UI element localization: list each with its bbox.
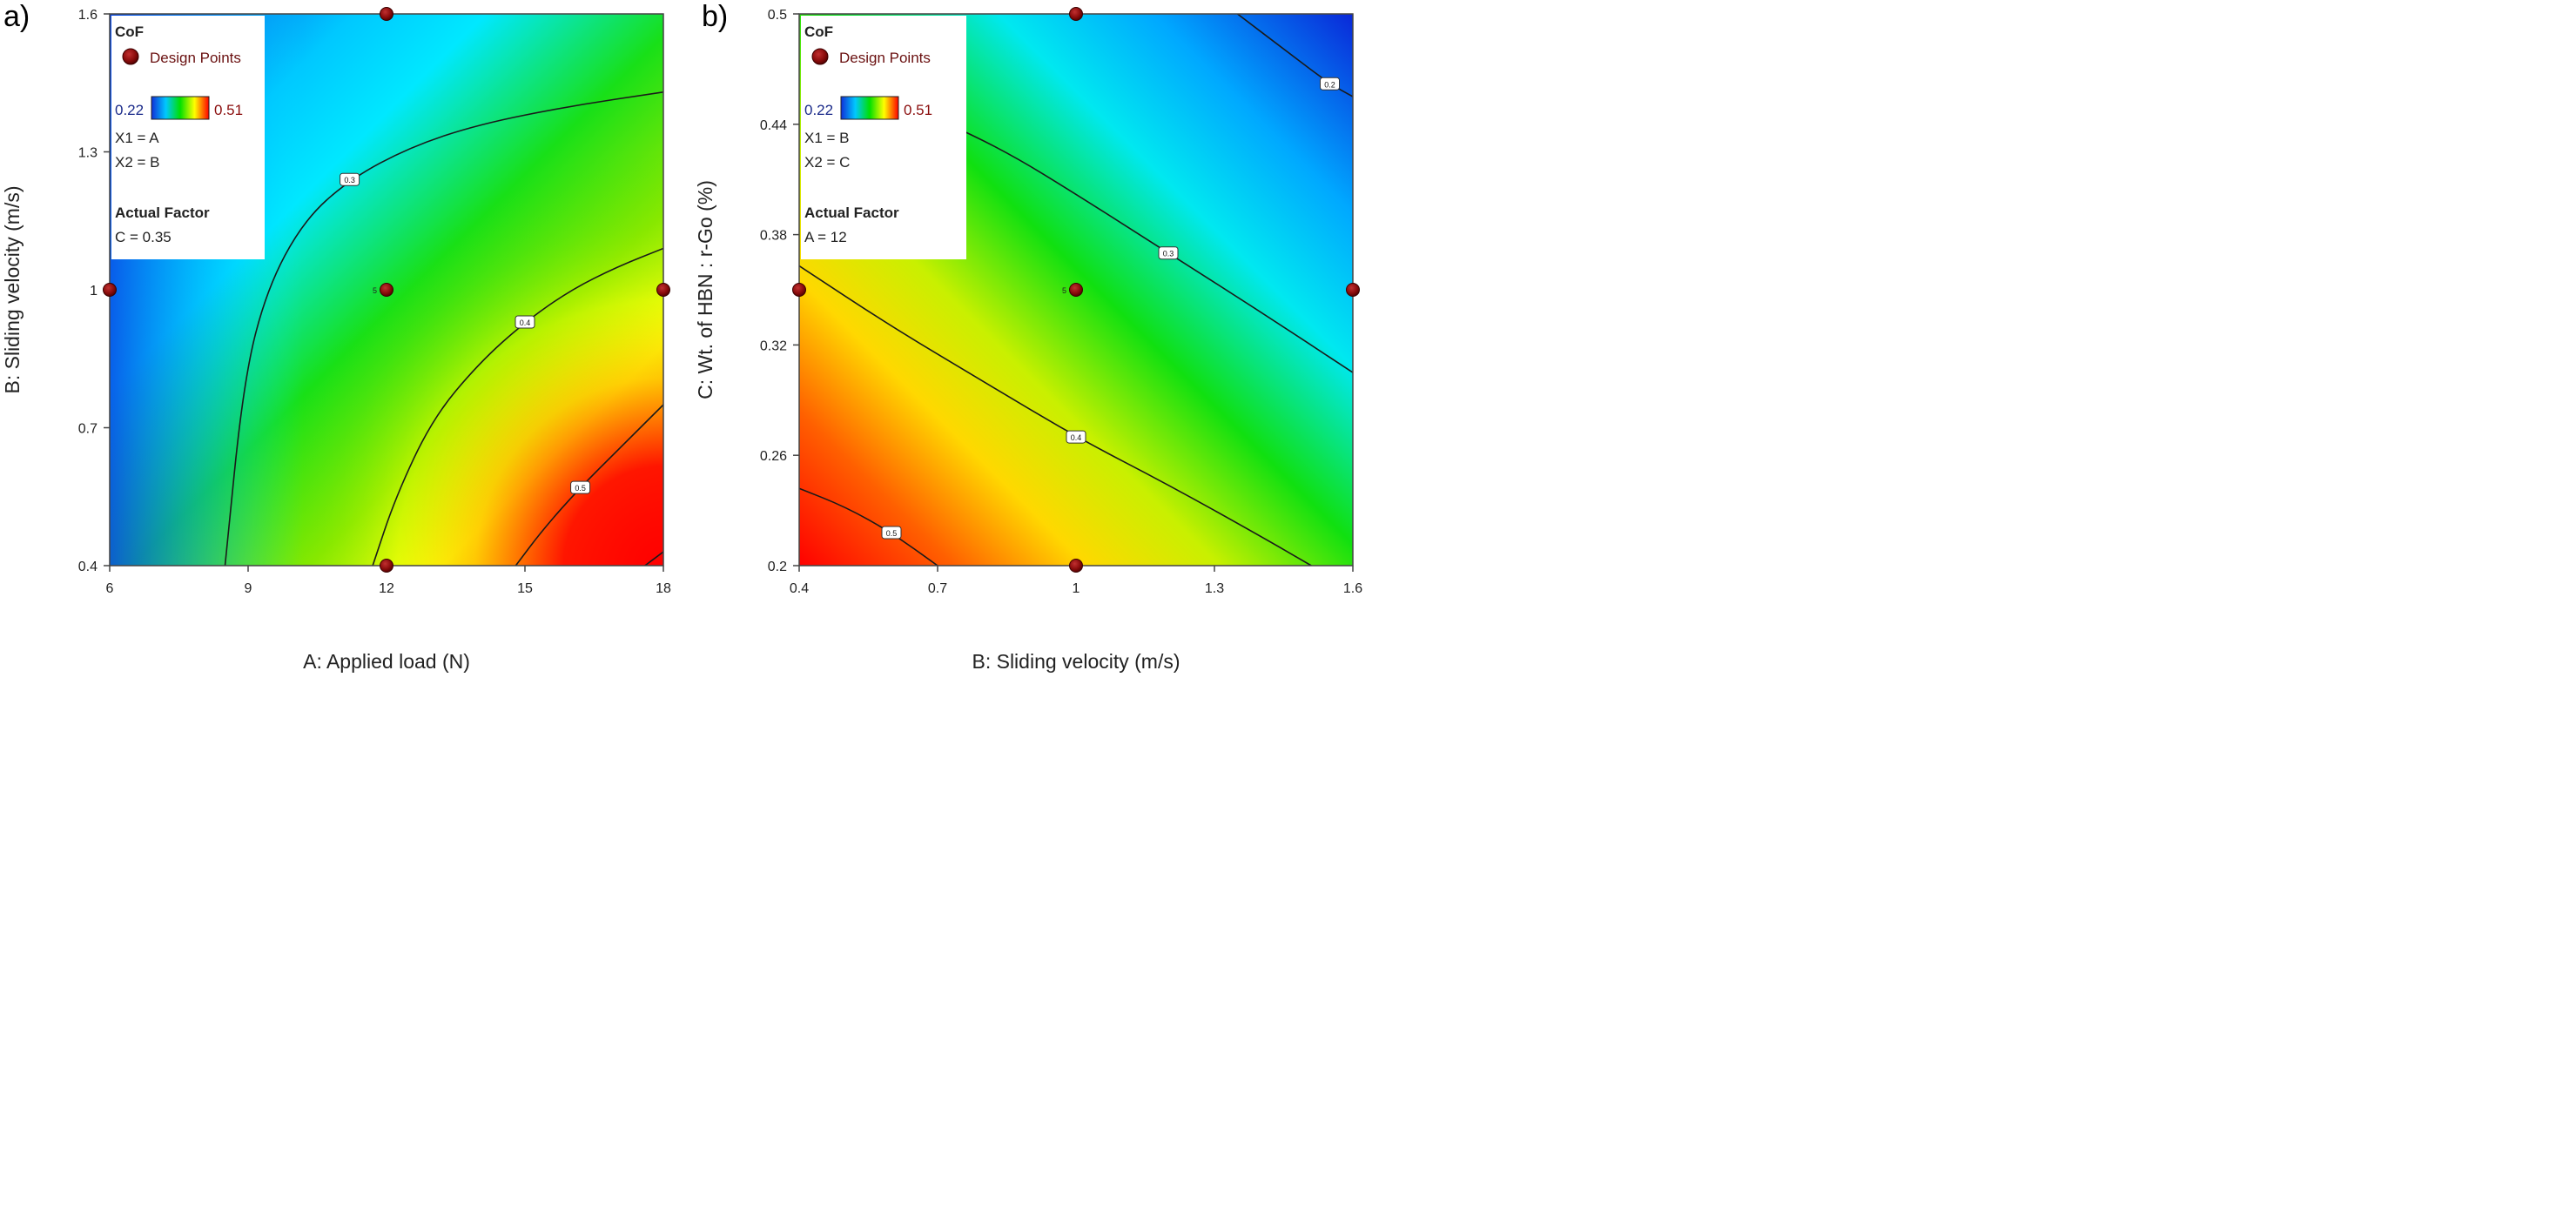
contour-line bbox=[644, 551, 663, 566]
chart-b: 0.2 0.3 0.4 0.5 0.4 0.7 1 1.3 1.6 0.2 0.26 0.32 0.3… bbox=[694, 7, 1362, 673]
design-point bbox=[103, 283, 117, 297]
contour-label-box bbox=[570, 480, 591, 494]
ticks-b: 0.4 0.7 1 1.3 1.6 0.2 0.26 0.32 0.38 0.44 0.5 bbox=[760, 8, 1362, 596]
y-tick-label: 1.3 bbox=[78, 146, 98, 161]
x-tick-label: 6 bbox=[106, 581, 114, 596]
contour-label-box bbox=[1066, 430, 1086, 444]
design-point bbox=[380, 283, 393, 297]
legend-actual-factor-title: Actual Factor bbox=[115, 204, 210, 221]
legend-design-point-marker bbox=[122, 48, 139, 65]
x-tick-label: 1.6 bbox=[1343, 581, 1362, 596]
design-point bbox=[656, 283, 670, 297]
x-axis-label-b: B: Sliding velocity (m/s) bbox=[972, 650, 1180, 673]
legend-min-label: 0.22 bbox=[804, 102, 833, 118]
design-point bbox=[1069, 559, 1083, 573]
y-tick-label: 0.38 bbox=[760, 229, 787, 244]
contour-label: 0.3 bbox=[1163, 250, 1174, 258]
design-point bbox=[792, 283, 806, 297]
y-tick-label: 0.26 bbox=[760, 449, 787, 464]
contour-label-box bbox=[1158, 246, 1179, 260]
legend-x1: X1 = A bbox=[115, 130, 159, 146]
y-axis-label-a: B: Sliding velocity (m/s) bbox=[1, 185, 24, 393]
contour-label-box bbox=[340, 172, 360, 186]
contour-label: 0.5 bbox=[575, 484, 586, 493]
y-tick-label: 0.2 bbox=[768, 560, 787, 574]
y-tick-label: 0.4 bbox=[78, 560, 98, 574]
x-tick-label: 12 bbox=[379, 581, 394, 596]
design-point bbox=[1346, 283, 1360, 297]
legend-design-point-marker bbox=[811, 48, 829, 65]
legend-actual-factor: C = 0.35 bbox=[115, 229, 172, 245]
contour-label-box bbox=[881, 526, 902, 540]
legend-min-label: 0.22 bbox=[115, 102, 144, 118]
point-count-label: 5 bbox=[1062, 286, 1066, 295]
contour-line bbox=[937, 117, 1353, 373]
x-tick-label: 1 bbox=[1073, 581, 1080, 596]
legend-design-points-label: Design Points bbox=[839, 50, 931, 66]
legend-x2: X2 = C bbox=[804, 154, 850, 171]
legend-x1: X1 = B bbox=[804, 130, 850, 146]
contour-label-box bbox=[1320, 77, 1340, 91]
y-tick-label: 1 bbox=[90, 284, 98, 298]
x-tick-label: 0.4 bbox=[790, 581, 809, 596]
legend-actual-factor: A = 12 bbox=[804, 229, 847, 245]
y-axis-label-b: C: Wt. of HBN : r-Go (%) bbox=[694, 180, 716, 399]
x-tick-label: 9 bbox=[245, 581, 252, 596]
legend-actual-factor-title: Actual Factor bbox=[804, 204, 899, 221]
contours-b: 0.2 0.3 0.4 0.5 bbox=[799, 14, 1353, 566]
y-tick-label: 0.44 bbox=[760, 118, 787, 133]
contour-line bbox=[799, 487, 938, 566]
x-tick-label: 15 bbox=[517, 581, 533, 596]
contour-line bbox=[799, 265, 1312, 566]
chart-a: 0.3 0.4 0.5 6 9 12 15 18 0.4 0.7 1 1.3 1.6 CoF Desig… bbox=[1, 7, 671, 673]
legend-color-bar bbox=[840, 96, 899, 120]
x-tick-label: 0.7 bbox=[928, 581, 947, 596]
legend-response-title: CoF bbox=[115, 23, 144, 40]
y-tick-label: 1.6 bbox=[78, 8, 98, 23]
contour-label: 0.3 bbox=[344, 176, 355, 184]
contour-label-box bbox=[515, 315, 535, 329]
panel-label-a: a) bbox=[3, 0, 30, 33]
contour-label: 0.2 bbox=[1324, 80, 1335, 89]
contour-line bbox=[372, 247, 663, 566]
x-tick-label: 1.3 bbox=[1205, 581, 1224, 596]
legend-max-label: 0.51 bbox=[904, 102, 932, 118]
design-point bbox=[380, 559, 393, 573]
legend-box bbox=[801, 16, 966, 259]
legend-b: CoF Design Points 0.22 0.51 X1 = B X2 = C Actu… bbox=[801, 16, 966, 259]
contours-a: 0.3 0.4 0.5 bbox=[224, 91, 663, 566]
panel-label-b: b) bbox=[702, 0, 728, 33]
contour-label: 0.4 bbox=[520, 318, 531, 327]
legend-color-bar bbox=[151, 96, 210, 120]
legend-response-title: CoF bbox=[804, 23, 833, 40]
y-tick-label: 0.32 bbox=[760, 339, 787, 353]
ticks-a: 6 9 12 15 18 0.4 0.7 1 1.3 1.6 bbox=[78, 8, 671, 596]
contour-label: 0.4 bbox=[1071, 433, 1082, 442]
design-points-b: 5 bbox=[792, 7, 1360, 573]
contour-label: 0.5 bbox=[886, 529, 898, 538]
design-points-a: 5 bbox=[103, 7, 670, 573]
point-count-label: 5 bbox=[373, 286, 377, 295]
y-tick-label: 0.7 bbox=[78, 422, 98, 437]
legend-max-label: 0.51 bbox=[214, 102, 243, 118]
legend-design-points-label: Design Points bbox=[150, 50, 241, 66]
y-tick-label: 0.5 bbox=[768, 8, 787, 23]
design-point bbox=[1069, 7, 1083, 21]
x-axis-label-a: A: Applied load (N) bbox=[303, 650, 470, 673]
x-tick-label: 18 bbox=[656, 581, 671, 596]
legend-a: CoF Design Points 0.22 0.51 X1 = A X2 = B Actu… bbox=[111, 16, 265, 259]
legend-x2: X2 = B bbox=[115, 154, 160, 171]
design-point bbox=[380, 7, 393, 21]
design-point bbox=[1069, 283, 1083, 297]
